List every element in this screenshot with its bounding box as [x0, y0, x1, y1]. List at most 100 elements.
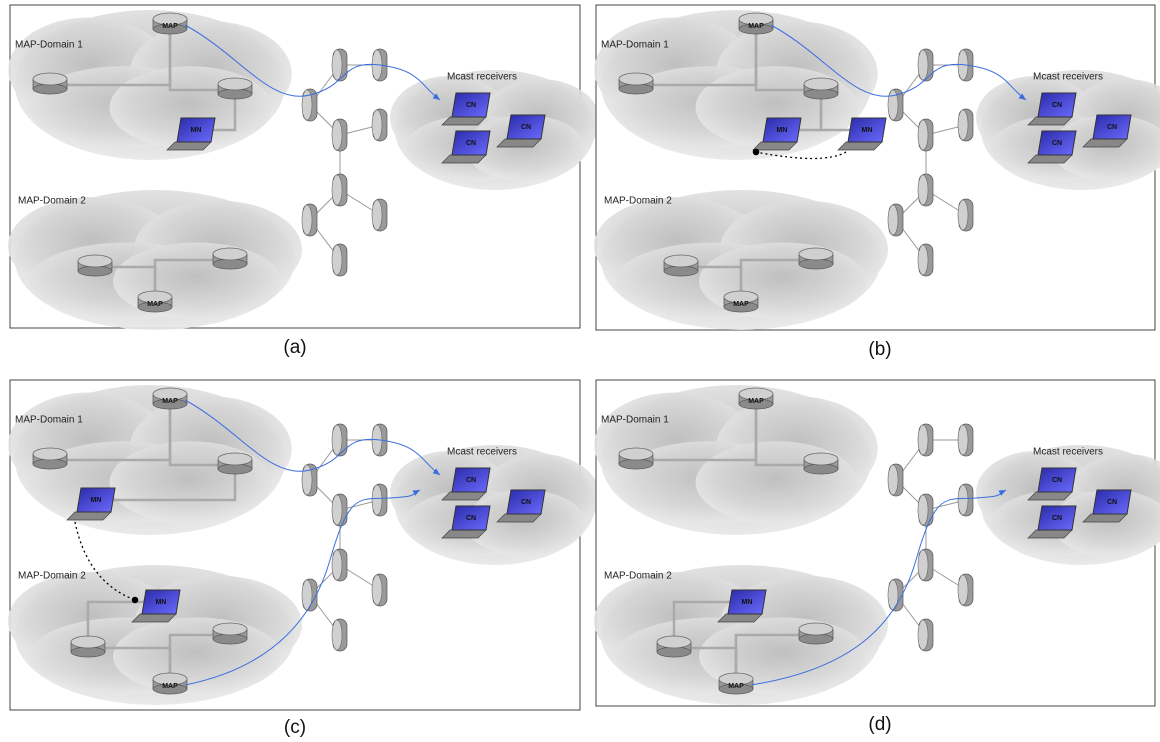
laptop: MN — [131, 589, 181, 623]
router-top — [917, 119, 929, 151]
laptop-label: CN — [466, 102, 476, 109]
router-bottom — [77, 265, 113, 277]
laptop-base — [166, 141, 212, 151]
router-top — [152, 12, 188, 26]
router-top — [798, 622, 834, 636]
receivers-label: Mcast receivers — [1033, 447, 1103, 458]
laptop-label: CN — [466, 140, 476, 147]
router-label: MAP — [748, 398, 764, 405]
router-bottom — [32, 458, 68, 470]
link — [168, 633, 230, 685]
router — [803, 77, 839, 100]
laptop-label: CN — [1052, 515, 1062, 522]
router-bottom — [618, 83, 654, 95]
laptop: CN — [441, 467, 491, 501]
router — [917, 48, 934, 82]
laptop-base — [1027, 491, 1073, 501]
domain1-label: MAP-Domain 1 — [601, 415, 669, 426]
laptop: MN — [717, 589, 767, 623]
router — [957, 573, 974, 607]
router-top — [917, 424, 929, 456]
panel-caption: (d) — [868, 714, 891, 735]
router — [887, 203, 904, 237]
laptop: CN — [1082, 114, 1132, 148]
laptop-base — [496, 138, 542, 148]
router-top — [618, 447, 654, 461]
laptop: MN — [837, 117, 887, 151]
laptop: CN — [1027, 130, 1077, 164]
link — [168, 25, 235, 92]
domain1-label: MAP-Domain 1 — [601, 40, 669, 51]
router-top — [917, 49, 929, 81]
domain2-label: MAP-Domain 2 — [18, 571, 86, 582]
laptop-screen — [141, 589, 181, 615]
router — [656, 635, 692, 658]
laptop-label: CN — [1107, 499, 1117, 506]
link — [739, 258, 816, 303]
router-top — [137, 290, 173, 304]
router-top — [371, 484, 383, 516]
router-bottom — [803, 88, 839, 100]
router — [331, 118, 348, 152]
cloud-part — [1051, 115, 1160, 181]
router-bottom — [803, 463, 839, 475]
laptop-screen — [1037, 130, 1077, 156]
panel-caption: (b) — [868, 339, 891, 360]
router-bottom — [656, 646, 692, 658]
link — [734, 633, 816, 685]
link — [754, 25, 821, 92]
router-bottom — [663, 265, 699, 277]
laptop-base — [837, 141, 883, 151]
laptop-base — [66, 511, 112, 521]
router-top — [957, 484, 969, 516]
router — [301, 463, 318, 497]
laptop: CN — [441, 505, 491, 539]
router — [331, 493, 348, 527]
domain1-label: MAP-Domain 1 — [15, 415, 83, 426]
router-top — [331, 244, 343, 276]
laptop-label: CN — [1052, 102, 1062, 109]
router — [917, 243, 934, 277]
router — [77, 254, 113, 277]
router — [798, 622, 834, 645]
router-top — [32, 447, 68, 461]
router-top — [301, 204, 313, 236]
router — [887, 463, 904, 497]
router-top — [331, 549, 343, 581]
laptop-label: CN — [466, 515, 476, 522]
router-bottom — [32, 83, 68, 95]
laptop-base — [1082, 513, 1128, 523]
router-top — [917, 174, 929, 206]
router-top — [803, 452, 839, 466]
laptop-base — [752, 141, 798, 151]
laptop-base — [441, 154, 487, 164]
multicast-flow — [770, 24, 1027, 101]
router — [217, 77, 253, 100]
laptop-base — [441, 529, 487, 539]
router-top — [723, 290, 759, 304]
router — [331, 243, 348, 277]
laptop-screen — [76, 487, 116, 513]
link — [153, 258, 230, 303]
router-top — [371, 199, 383, 231]
multicast-flow — [184, 489, 421, 686]
router — [917, 118, 934, 152]
router-top — [70, 635, 106, 649]
laptop: CN — [496, 114, 546, 148]
router — [957, 423, 974, 457]
laptop-screen — [847, 117, 887, 143]
link — [95, 465, 237, 502]
router-label: MAP — [748, 23, 764, 30]
receivers-label: Mcast receivers — [447, 72, 517, 83]
router-top — [212, 622, 248, 636]
laptop-base — [1082, 138, 1128, 148]
laptop-screen — [1037, 505, 1077, 531]
laptop: CN — [1027, 92, 1077, 126]
router — [887, 88, 904, 122]
laptop-label: MN — [91, 497, 102, 504]
router-top — [212, 247, 248, 261]
router: MAP — [738, 12, 774, 35]
laptop-base — [717, 613, 763, 623]
receivers-label: Mcast receivers — [1033, 72, 1103, 83]
